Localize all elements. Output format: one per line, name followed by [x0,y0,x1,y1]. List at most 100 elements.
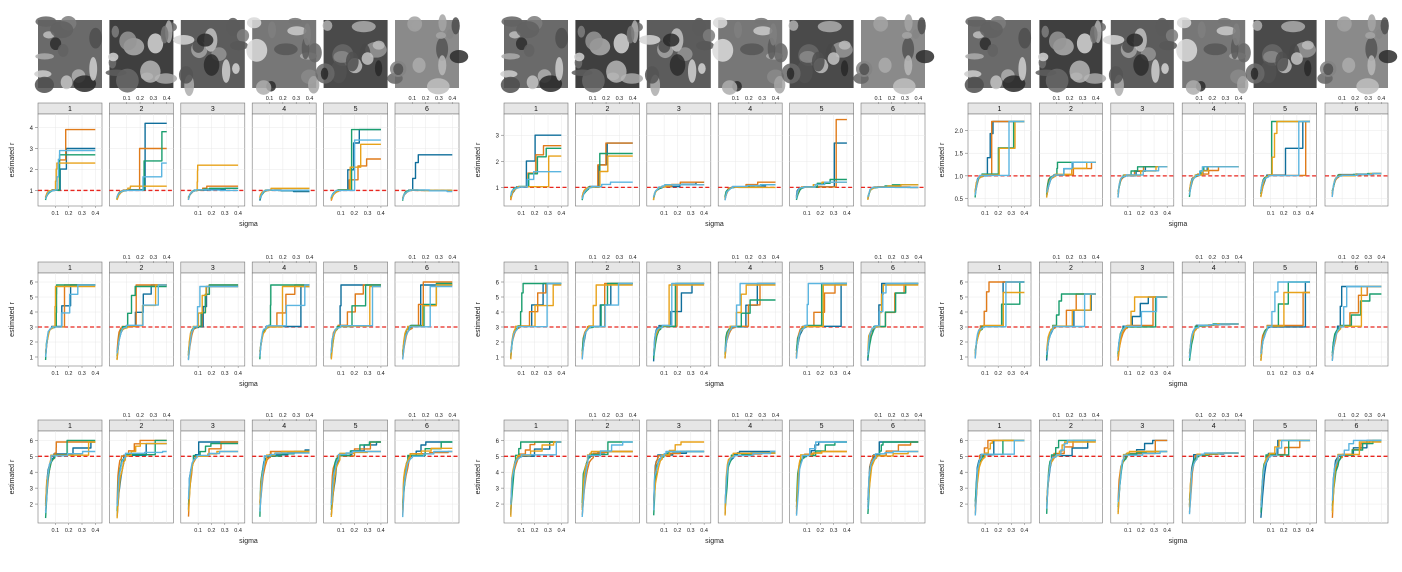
thumb-shape [1038,52,1049,62]
thumb-shape [221,59,231,83]
x-tick-label: 0.2 [602,96,610,102]
thumb-shape [1217,17,1232,25]
x-tick-label: 0.1 [1338,96,1346,102]
panel-4: 4 0.1 0.2 0.3 0.4 [251,96,317,207]
thumb-shape [1216,26,1236,36]
y-tick-label: 2 [496,160,500,166]
panel-label: 6 [1355,106,1359,113]
x-tick-label: 0.4 [1021,528,1029,534]
x-tick-label: 0.3 [1364,96,1372,102]
thumb-shape [1252,20,1263,31]
panel-frame [323,272,388,367]
x-tick-label: 0.1 [1338,255,1346,261]
panel-label: 1 [998,265,1002,272]
panel-5: 5 0.1 0.2 0.3 0.4 [323,261,388,377]
thumb-shape [60,75,73,90]
x-tick-label: 0.2 [422,255,430,261]
x-tick-label: 0.1 [1267,371,1275,377]
panel-label: 1 [68,423,72,430]
x-tick-label: 0.4 [377,371,385,377]
portrait-image [34,16,102,94]
panel-label: 4 [1212,423,1216,430]
thumb-shape [902,37,915,61]
x-tick-label: 0.3 [1364,413,1372,419]
x-tick-label: 0.2 [65,371,73,377]
panel-4: 4 0.1 0.2 0.3 0.4 [717,255,783,367]
panel-label: 2 [605,423,609,430]
panel-label: 5 [1283,423,1287,430]
y-tick-label: 5 [30,296,34,302]
series-line-4 [867,450,919,502]
series-line-3 [652,282,705,359]
thumb-shape [769,23,777,46]
panel-3: 3 0.1 0.2 0.3 0.4 [180,102,246,217]
x-tick-label: 0.1 [1124,211,1132,217]
x-axis-label: sigma [1169,381,1188,388]
x-tick-label: 0.2 [65,211,73,217]
chart-group-3: estimated r 0.5 1.0 1.5 2.0 1 0.1 0.2 0.3 0.4 2 0.1… [939,96,1389,545]
x-tick-label: 0.3 [1293,211,1301,217]
panel-label: 2 [139,423,143,430]
thumb-shape [692,17,706,37]
series-line-5 [510,441,562,505]
panel-label: 3 [1140,423,1144,430]
x-tick-label: 0.4 [1092,96,1100,102]
series-line-5 [187,189,239,201]
thumb-shape [451,17,460,35]
thumb-shape [1076,33,1093,54]
thumb-shape [1323,63,1334,76]
thumb-shape [990,75,1003,90]
x-tick-label: 0.4 [377,211,385,217]
x-tick-label: 0.3 [544,211,552,217]
x-tick-label: 0.1 [266,413,274,419]
street-image [639,17,716,97]
series-line-5 [724,282,776,352]
x-tick-label: 0.2 [136,255,144,261]
panel-label: 4 [282,265,286,272]
panel-1: 1 0.1 0.2 0.3 0.4 [37,261,103,377]
chart-row: estimated r 1 2 3 4 5 6 1 0.1 0.2 0.3 0.4 2 0.1 0.2 0.3… [475,255,926,388]
thumb-shape [89,56,98,81]
panel-label: 6 [425,265,429,272]
x-tick-label: 0.4 [629,255,637,261]
thumb-shape [878,57,892,73]
x-tick-label: 0.3 [292,413,300,419]
thumb-shape [1176,38,1198,62]
thumb-shape [662,33,680,47]
x-tick-label: 0.3 [221,371,229,377]
y-tick-label: 2 [30,503,34,509]
x-tick-label: 0.1 [1124,371,1132,377]
thumb-shape [501,16,523,27]
thumb-shape [1275,51,1289,72]
series-line-5 [1331,285,1382,362]
x-tick-label: 0.4 [1306,528,1314,534]
y-tick-label: 1 [960,356,964,362]
panel-label: 3 [211,106,215,113]
thumb-shape [979,21,1003,39]
series-line-5 [187,450,239,500]
thumb-shape [1035,69,1057,76]
thumb-shape [73,75,97,92]
series-line-3 [510,441,562,510]
y-tick-label: 1 [496,186,500,192]
thumb-shape [322,20,333,31]
thumb-shape [119,31,137,51]
series-line-2 [330,441,381,504]
x-tick-label: 0.3 [435,96,443,102]
series-line-5 [724,184,776,201]
panel-frame [1110,113,1175,207]
panel-2: 2 0.1 0.2 0.3 0.4 [1039,255,1103,367]
x-tick-label: 0.2 [1137,528,1145,534]
thumb-shape [108,52,119,62]
panel-1: 1 0.1 0.2 0.3 0.4 [37,102,103,217]
x-tick-label: 0.3 [150,96,158,102]
panel-3: 3 0.1 0.2 0.3 0.4 [646,419,712,534]
thumb-shape [964,70,982,78]
x-tick-label: 0.2 [350,371,358,377]
mask-image [1176,17,1251,95]
panel-6: 6 0.1 0.2 0.3 0.4 [1324,96,1389,207]
x-axis-label: sigma [239,381,258,388]
x-tick-label: 0.4 [915,255,923,261]
x-tick-label: 0.2 [1351,96,1359,102]
